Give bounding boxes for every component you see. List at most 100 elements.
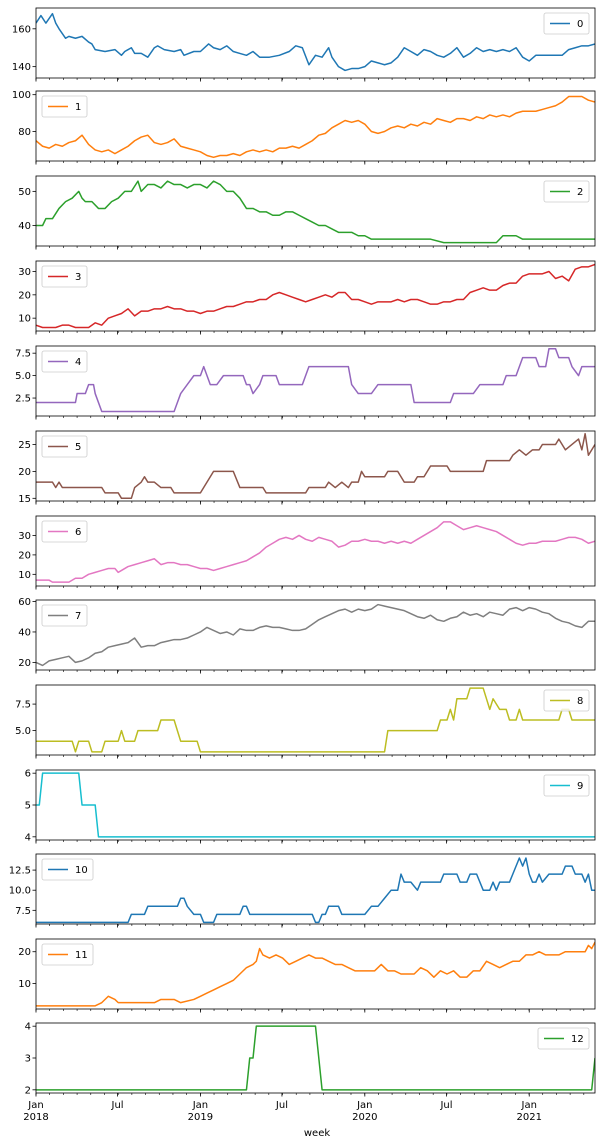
legend: 0 [543, 12, 590, 35]
y-tick-label: 20 [18, 467, 31, 478]
y-tick-label: 40 [18, 627, 31, 638]
y-tick-label: 100 [12, 90, 31, 101]
y-tick-label: 12.5 [9, 866, 31, 877]
series-line-11 [36, 941, 595, 1007]
y-tick-label: 4 [25, 832, 31, 843]
subplot-12: 2 3 4 12 [25, 1022, 596, 1097]
legend-label: 6 [75, 527, 81, 538]
legend: 2 [543, 180, 590, 203]
y-tick-label: 10 [18, 314, 31, 325]
series-line-10 [36, 857, 595, 924]
series-line-6 [36, 521, 595, 583]
legend: 10 [41, 858, 94, 881]
x-tick-year-label: 2020 [352, 1112, 377, 1123]
series-line-2 [36, 180, 595, 244]
y-tick-label: 30 [18, 531, 31, 542]
x-tick-year-label: 2019 [188, 1112, 213, 1123]
y-tick-label: 6 [25, 769, 31, 780]
x-tick-label: Jan [356, 1100, 372, 1111]
y-tick-label: 10.0 [9, 886, 31, 897]
legend-label: 12 [571, 1034, 584, 1045]
y-tick-label: 20 [18, 290, 31, 301]
legend-label: 11 [75, 950, 88, 961]
subplot-4: 2.5 5.0 7.5 4 [15, 345, 596, 420]
y-tick-label: 5.0 [15, 371, 31, 382]
x-tick-label: Jul [439, 1100, 452, 1111]
x-axis-label: week [304, 1128, 330, 1139]
subplot-10: 7.5 10.0 12.5 10 [9, 853, 596, 928]
y-tick-label: 160 [12, 24, 31, 35]
y-tick-label: 15 [18, 494, 31, 505]
legend: 12 [537, 1027, 590, 1050]
legend-label: 2 [577, 187, 583, 198]
y-tick-label: 20 [18, 947, 31, 958]
series-line-0 [36, 12, 595, 72]
legend: 8 [543, 689, 590, 712]
y-tick-label: 7.5 [15, 906, 31, 917]
series-line-8 [36, 687, 595, 753]
axes-frame [35, 430, 596, 502]
y-tick-label: 5.0 [15, 726, 31, 737]
subplot-3: 10 20 30 3 [18, 260, 596, 335]
axes-frame [35, 515, 596, 587]
legend-label: 4 [75, 357, 81, 368]
legend-label: 9 [577, 781, 583, 792]
series-line-9 [36, 772, 595, 838]
subplot-7: 20 40 60 7 [18, 597, 596, 674]
legend-label: 1 [75, 102, 81, 113]
axes-frame [35, 853, 596, 925]
y-tick-label: 10 [18, 570, 31, 581]
axes-frame [35, 684, 596, 756]
x-tick-year-label: 2021 [517, 1112, 542, 1123]
subplot-1: 80 100 1 [12, 90, 596, 165]
y-tick-label: 7.5 [15, 700, 31, 711]
subplot-6: 10 20 30 6 [18, 515, 596, 590]
y-tick-label: 20 [18, 550, 31, 561]
y-tick-label: 3 [25, 1054, 31, 1065]
axes-frame [35, 599, 596, 671]
x-tick-label: Jan [521, 1100, 537, 1111]
axes-frame [35, 938, 596, 1010]
subplot-0: 140 160 0 [12, 7, 596, 82]
y-tick-label: 5 [25, 801, 31, 812]
y-tick-label: 7.5 [15, 349, 31, 360]
legend-label: 10 [75, 865, 88, 876]
legend: 5 [41, 435, 88, 458]
y-tick-label: 140 [12, 62, 31, 73]
legend: 11 [41, 943, 94, 966]
series-line-3 [36, 263, 595, 329]
y-tick-label: 2.5 [15, 394, 31, 405]
y-tick-label: 40 [18, 221, 31, 232]
y-tick-label: 2 [25, 1085, 31, 1096]
legend-label: 0 [577, 19, 583, 30]
axes-frame [35, 345, 596, 417]
y-tick-label: 4 [25, 1022, 31, 1033]
legend: 1 [41, 95, 88, 118]
series-line-1 [36, 95, 595, 159]
y-tick-label: 50 [18, 187, 31, 198]
legend: 3 [41, 265, 88, 288]
subplot-11: 10 20 11 [18, 938, 596, 1013]
axes-frame [35, 260, 596, 332]
y-tick-label: 60 [18, 597, 31, 608]
series-line-7 [36, 603, 595, 667]
subplot-5: 15 20 25 5 [18, 430, 596, 505]
x-tick-label: Jul [111, 1100, 124, 1111]
legend: 6 [41, 520, 88, 543]
x-tick-label: Jan [27, 1100, 43, 1111]
axes-frame [35, 7, 596, 79]
legend: 7 [41, 604, 88, 627]
legend-label: 5 [75, 442, 81, 453]
legend: 9 [543, 774, 590, 797]
legend-label: 8 [577, 696, 583, 707]
legend: 4 [41, 350, 88, 373]
x-tick-year-label: 2018 [23, 1112, 48, 1123]
legend-label: 7 [75, 611, 81, 622]
y-tick-label: 30 [18, 267, 31, 278]
axes-frame [35, 90, 596, 162]
series-line-5 [36, 432, 595, 500]
